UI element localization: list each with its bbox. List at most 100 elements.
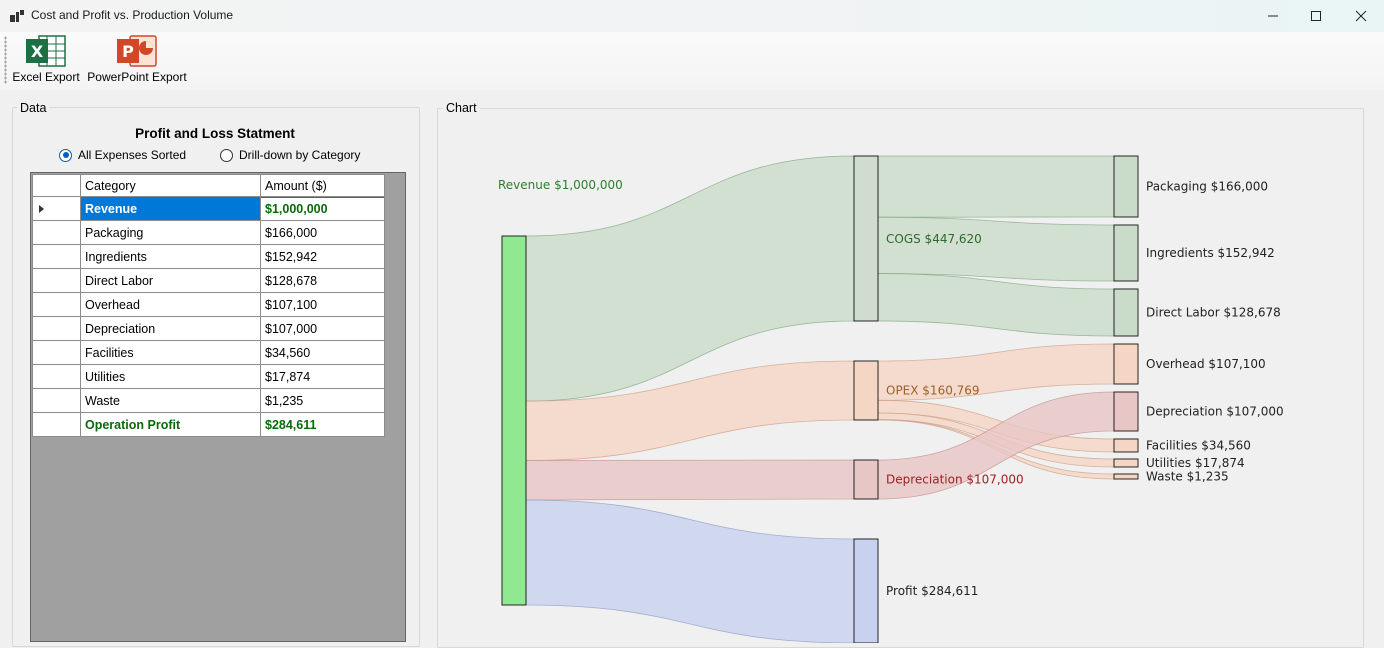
cell-category[interactable]: Waste bbox=[80, 388, 261, 413]
table-row[interactable]: Packaging $166,000 bbox=[32, 220, 385, 245]
sankey-label-revenue: Revenue $1,000,000 bbox=[498, 178, 623, 192]
radio-all-expenses-sorted[interactable]: All Expenses Sorted bbox=[59, 148, 186, 162]
row-header[interactable] bbox=[32, 196, 81, 221]
row-header-corner[interactable] bbox=[32, 174, 81, 197]
sankey-node-profit bbox=[853, 538, 879, 643]
sankey-label-dep_mid: Depreciation $107,000 bbox=[886, 473, 1024, 487]
cell-amount[interactable]: $107,000 bbox=[260, 316, 385, 341]
cell-amount[interactable]: $1,235 bbox=[260, 388, 385, 413]
table-row[interactable]: Direct Labor $128,678 bbox=[32, 268, 385, 293]
cell-category[interactable]: Direct Labor bbox=[80, 268, 261, 293]
row-header[interactable] bbox=[32, 316, 81, 341]
app-icon bbox=[10, 10, 24, 22]
title-bar: Cost and Profit vs. Production Volume bbox=[0, 0, 1384, 32]
sankey-node-opex bbox=[853, 360, 879, 421]
excel-export-button[interactable]: X Excel Export bbox=[12, 32, 80, 88]
minimize-button[interactable] bbox=[1250, 0, 1296, 32]
sankey-node-waste bbox=[1113, 473, 1139, 480]
row-header[interactable] bbox=[32, 220, 81, 245]
row-header[interactable] bbox=[32, 388, 81, 413]
table-row[interactable]: Overhead $107,100 bbox=[32, 292, 385, 317]
toolbar: X Excel Export P PowerPoint Export bbox=[0, 32, 1384, 90]
close-icon bbox=[1355, 10, 1367, 22]
chart-group-label: Chart bbox=[443, 101, 480, 115]
pl-title: Profit and Loss Statment bbox=[135, 126, 295, 141]
current-row-icon bbox=[39, 205, 44, 213]
excel-export-label: Excel Export bbox=[12, 70, 80, 84]
cell-amount[interactable]: $107,100 bbox=[260, 292, 385, 317]
column-header-category[interactable]: Category bbox=[80, 174, 261, 197]
sankey-node-overhead bbox=[1113, 343, 1139, 385]
sankey-label-overhead: Overhead $107,100 bbox=[1146, 357, 1266, 371]
cell-category[interactable]: Operation Profit bbox=[80, 412, 261, 437]
cell-category[interactable]: Packaging bbox=[80, 220, 261, 245]
row-header[interactable] bbox=[32, 412, 81, 437]
sankey-label-ingredients: Ingredients $152,942 bbox=[1146, 246, 1275, 260]
row-header[interactable] bbox=[32, 292, 81, 317]
sankey-label-cogs: COGS $447,620 bbox=[886, 232, 982, 246]
cell-amount[interactable]: $1,000,000 bbox=[260, 196, 385, 221]
cell-category[interactable]: Overhead bbox=[80, 292, 261, 317]
cell-text: $1,000,000 bbox=[261, 197, 384, 220]
window-title: Cost and Profit vs. Production Volume bbox=[31, 8, 234, 22]
sankey-link-revenue-dep_mid bbox=[525, 459, 855, 501]
sankey-node-revenue bbox=[501, 235, 527, 606]
table-row[interactable]: Utilities $17,874 bbox=[32, 364, 385, 389]
radio-unselected-icon bbox=[220, 148, 233, 162]
table-row[interactable]: Operation Profit $284,611 bbox=[32, 412, 385, 437]
sankey-chart: Revenue $1,000,000 COGS $447,620 OPEX $160… bbox=[498, 155, 1284, 643]
toolbar-grip[interactable] bbox=[4, 36, 7, 84]
data-group-label: Data bbox=[17, 101, 50, 115]
table-row[interactable]: Depreciation $107,000 bbox=[32, 316, 385, 341]
sankey-link-revenue-profit bbox=[525, 499, 855, 643]
radio-sorted-label: All Expenses Sorted bbox=[78, 148, 187, 162]
sankey-node-cogs bbox=[853, 155, 879, 322]
sankey-label-labor: Direct Labor $128,678 bbox=[1146, 306, 1281, 320]
cell-amount[interactable]: $152,942 bbox=[260, 244, 385, 269]
cell-amount[interactable]: $128,678 bbox=[260, 268, 385, 293]
sankey-node-dep_mid bbox=[853, 459, 879, 500]
data-grid[interactable]: Category Amount ($) Revenue $1,000,000 P… bbox=[30, 172, 406, 642]
cell-amount[interactable]: $166,000 bbox=[260, 220, 385, 245]
minimize-icon bbox=[1268, 15, 1278, 17]
close-button[interactable] bbox=[1338, 0, 1384, 32]
row-header[interactable] bbox=[32, 340, 81, 365]
row-header[interactable] bbox=[32, 244, 81, 269]
cell-category[interactable]: Facilities bbox=[80, 340, 261, 365]
radio-drill-down[interactable]: Drill-down by Category bbox=[220, 148, 360, 162]
table-row[interactable]: Facilities $34,560 bbox=[32, 340, 385, 365]
cell-category[interactable]: Utilities bbox=[80, 364, 261, 389]
excel-glyph: X bbox=[31, 42, 44, 61]
cell-amount[interactable]: $34,560 bbox=[260, 340, 385, 365]
cell-text: $284,611 bbox=[265, 417, 317, 432]
table-row[interactable]: Revenue $1,000,000 bbox=[32, 196, 385, 221]
sankey-node-packaging bbox=[1113, 155, 1139, 218]
row-header[interactable] bbox=[32, 268, 81, 293]
sankey-label-dep_right: Depreciation $107,000 bbox=[1146, 405, 1284, 419]
maximize-icon bbox=[1311, 11, 1321, 21]
cell-category[interactable]: Depreciation bbox=[80, 316, 261, 341]
cell-amount[interactable]: $284,611 bbox=[260, 412, 385, 437]
table-row[interactable]: Waste $1,235 bbox=[32, 388, 385, 413]
table-row[interactable]: Ingredients $152,942 bbox=[32, 244, 385, 269]
excel-icon: X bbox=[26, 35, 66, 67]
powerpoint-export-label: PowerPoint Export bbox=[87, 70, 187, 84]
sankey-label-facilities: Facilities $34,560 bbox=[1146, 439, 1251, 453]
sankey-label-packaging: Packaging $166,000 bbox=[1146, 180, 1268, 194]
cell-category[interactable]: Ingredients bbox=[80, 244, 261, 269]
maximize-button[interactable] bbox=[1293, 0, 1339, 32]
cell-category[interactable]: Revenue bbox=[80, 196, 261, 221]
cell-text: Revenue bbox=[85, 201, 138, 216]
radio-drill-label: Drill-down by Category bbox=[239, 148, 361, 162]
cell-amount[interactable]: $17,874 bbox=[260, 364, 385, 389]
ppt-glyph: P bbox=[122, 42, 134, 61]
sankey-node-ingredients bbox=[1113, 224, 1139, 282]
row-header[interactable] bbox=[32, 364, 81, 389]
powerpoint-export-button[interactable]: P PowerPoint Export bbox=[86, 32, 188, 88]
radio-selected-icon bbox=[59, 148, 72, 162]
sankey-link-cogs-labor bbox=[877, 273, 1115, 337]
column-header-amount[interactable]: Amount ($) bbox=[260, 174, 385, 197]
sankey-label-profit: Profit $284,611 bbox=[886, 584, 978, 598]
table-header-row: Category Amount ($) bbox=[32, 174, 385, 197]
sankey-node-utilities bbox=[1113, 458, 1139, 468]
